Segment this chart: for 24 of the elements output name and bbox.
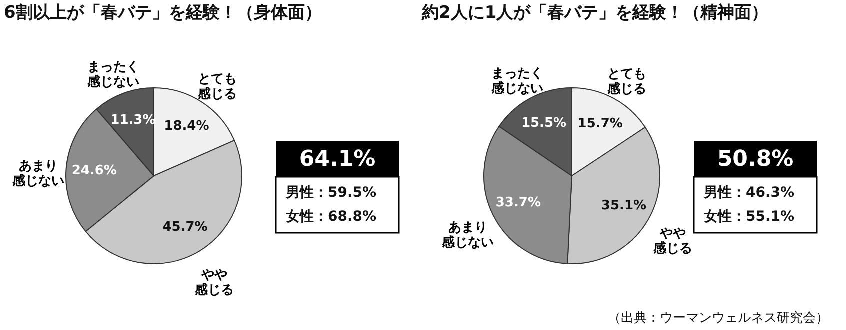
- data-label: 15.7%: [578, 116, 623, 132]
- slice-label: まったく感じない: [490, 66, 544, 96]
- chart-title: 約2人に1人が「春バテ」を経験！（精神面）: [421, 3, 769, 23]
- slice-label: あまり感じない: [11, 158, 64, 189]
- data-label: 33.7%: [496, 196, 541, 211]
- text: （出典：ウーマンウェルネス研究会）: [608, 311, 829, 326]
- slice-label: とても感じる: [606, 66, 646, 97]
- data-label: 24.6%: [72, 164, 117, 179]
- data-label: 45.7%: [162, 220, 208, 236]
- data-label: 35.1%: [601, 198, 647, 214]
- text: 64.1%: [299, 147, 376, 172]
- data-label: 15.5%: [521, 116, 567, 132]
- slice-label: まったく感じない: [86, 60, 140, 90]
- text: 男性：46.3%: [703, 185, 795, 201]
- text: 女性：55.1%: [703, 209, 795, 225]
- slice-label: やや感じる: [194, 268, 234, 298]
- data-label: 18.4%: [164, 118, 210, 134]
- text: 50.8%: [717, 147, 794, 172]
- chart-title: 6割以上が「春バテ」を経験！（身体面）: [4, 3, 322, 23]
- slice-label: やや感じる: [652, 226, 692, 256]
- slice-label: あまり感じない: [441, 220, 494, 251]
- text: 男性：59.5%: [285, 185, 377, 201]
- text: 女性：68.8%: [285, 209, 377, 225]
- slice-label: とても感じる: [196, 72, 237, 102]
